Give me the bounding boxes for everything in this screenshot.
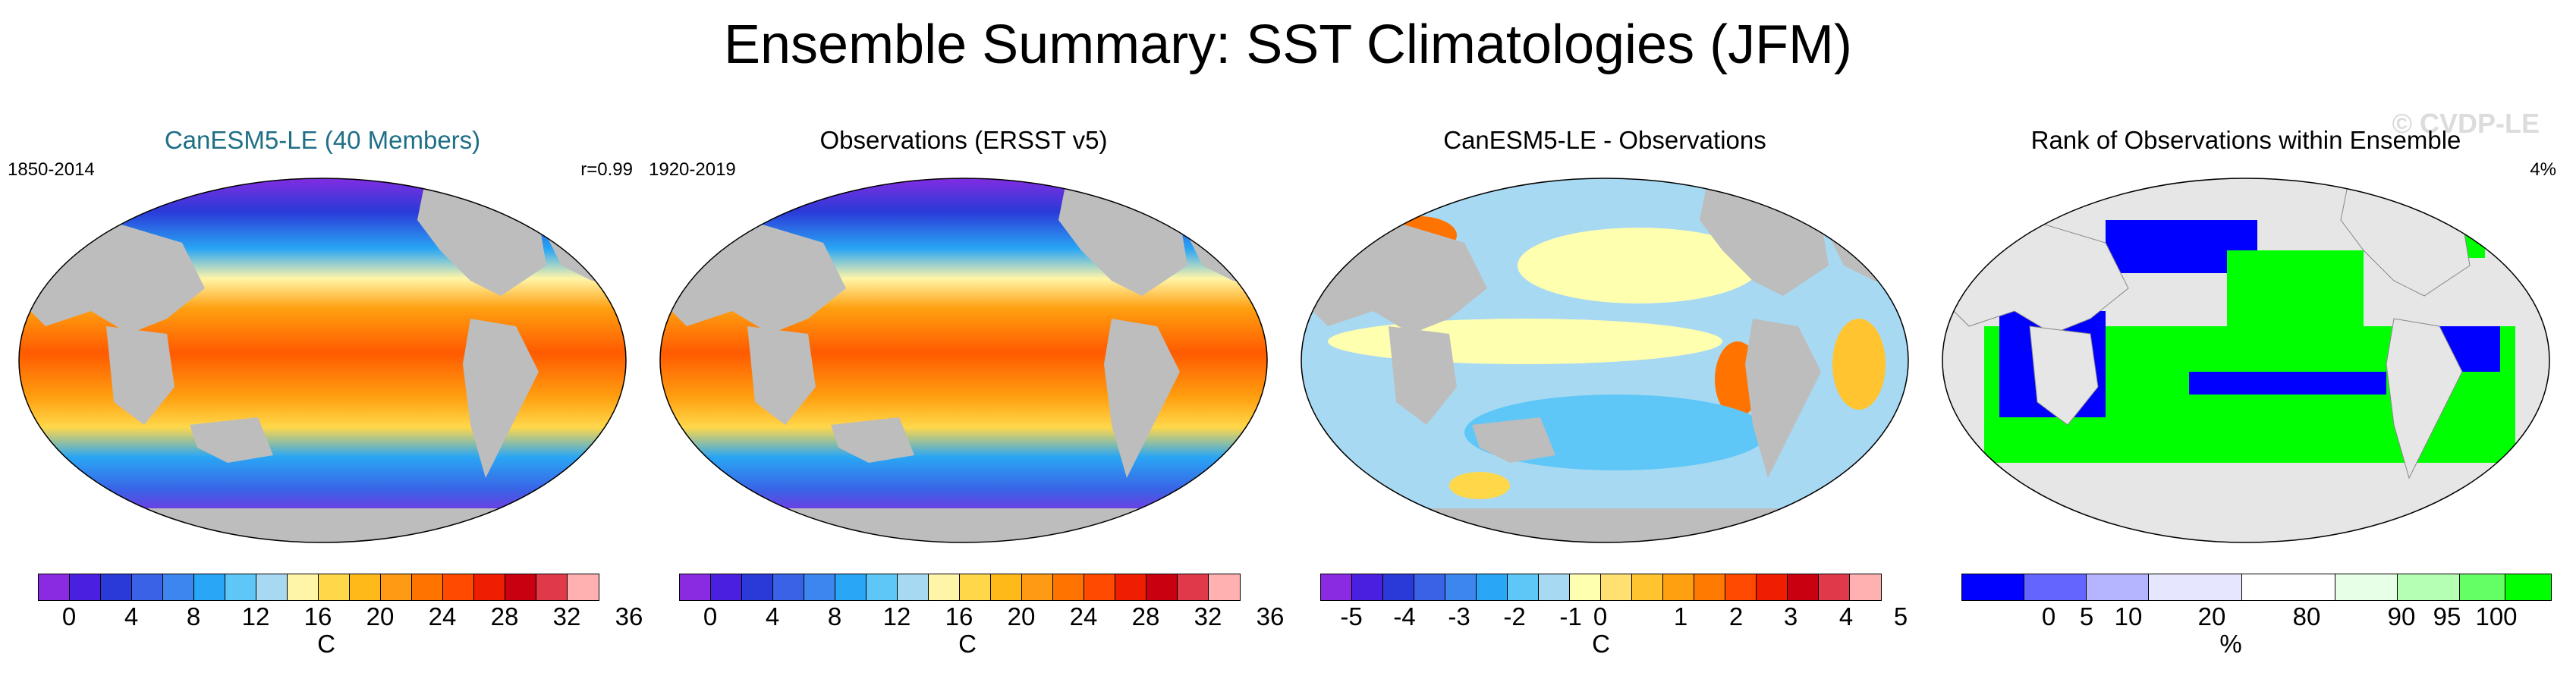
tick-label: 36 <box>1256 602 1285 630</box>
tick-label: 2 <box>1728 602 1744 630</box>
unit-label: C <box>1592 630 1610 658</box>
figure-title: Ensemble Summary: SST Climatologies (JFM… <box>723 14 1853 75</box>
colorbar-ticks: 0 4 8 12 16 20 24 28 32 36 <box>679 602 1286 633</box>
panel-difference: CanESM5-LE - Observations -5 <box>1290 121 1920 658</box>
tick-label: -1 <box>1559 602 1582 630</box>
tick-label: 4 <box>124 602 139 630</box>
tick-label: 80 <box>2292 602 2321 630</box>
tick-label: 28 <box>1131 602 1160 630</box>
colorbar <box>38 574 599 601</box>
panel-rank: Rank of Observations within Ensemble 4% … <box>1931 121 2561 658</box>
sst-map <box>659 178 1268 543</box>
unit-label: % <box>2219 630 2242 658</box>
period-label: 1920-2019 <box>649 159 736 180</box>
watermark: © CVDP-LE <box>2392 108 2540 139</box>
tick-label: -5 <box>1340 602 1363 630</box>
tick-label: 32 <box>552 602 581 630</box>
panel-title: CanESM5-LE (40 Members) <box>164 126 481 154</box>
tick-label: 1 <box>1673 602 1688 630</box>
panel-model-climatology: CanESM5-LE (40 Members) 1850-2014 r=0.99 <box>8 121 643 658</box>
percent-label: 4% <box>2530 159 2556 180</box>
tick-label: 36 <box>615 602 643 630</box>
tick-label: 28 <box>490 602 519 630</box>
tick-label: 8 <box>827 602 842 630</box>
unit-label: C <box>958 630 977 658</box>
tick-label: 10 <box>2114 602 2143 630</box>
tick-label: -2 <box>1503 602 1526 630</box>
tick-label: 0 <box>1593 602 1608 630</box>
panel-title: Observations (ERSST v5) <box>819 126 1108 154</box>
tick-label: -4 <box>1393 602 1416 630</box>
rank-map <box>1942 178 2550 543</box>
tick-label: 12 <box>882 602 911 630</box>
period-label: 1850-2014 <box>8 159 95 180</box>
colorbar-ticks: 0 4 8 12 16 20 24 28 32 36 <box>38 602 645 633</box>
tick-label: 5 <box>2079 602 2094 630</box>
tick-label: 4 <box>765 602 780 630</box>
colorbar-ticks: 0 5 10 20 80 90 95 100 <box>1961 602 2568 633</box>
tick-label: 3 <box>1783 602 1798 630</box>
colorbar <box>1961 574 2552 601</box>
difference-map <box>1301 178 1909 543</box>
tick-label: 90 <box>2387 602 2416 630</box>
tick-label: 12 <box>241 602 270 630</box>
panel-title: Rank of Observations within Ensemble <box>2030 126 2461 154</box>
tick-label: 100 <box>2475 602 2518 630</box>
tick-label: 0 <box>61 602 77 630</box>
tick-label: 5 <box>1893 602 1908 630</box>
colorbar-ticks: -5 -4 -3 -2 -1 0 1 2 3 4 5 <box>1320 602 1927 633</box>
tick-label: 24 <box>428 602 457 630</box>
tick-label: 16 <box>945 602 973 630</box>
colorbar <box>1320 574 1882 601</box>
sst-map <box>18 178 627 543</box>
tick-label: 8 <box>186 602 201 630</box>
tick-label: -3 <box>1448 602 1470 630</box>
tick-label: 4 <box>1838 602 1854 630</box>
colorbar <box>679 574 1241 601</box>
tick-label: 95 <box>2433 602 2461 630</box>
tick-label: 20 <box>2197 602 2226 630</box>
tick-label: 0 <box>2041 602 2056 630</box>
tick-label: 0 <box>703 602 718 630</box>
correlation-label: r=0.99 <box>580 159 633 180</box>
tick-label: 20 <box>366 602 395 630</box>
panel-observed-climatology: Observations (ERSST v5) 1920-2019 0 4 8 … <box>649 121 1284 658</box>
tick-label: 24 <box>1069 602 1098 630</box>
tick-label: 20 <box>1007 602 1036 630</box>
tick-label: 16 <box>304 602 332 630</box>
unit-label: C <box>317 630 335 658</box>
panel-title: CanESM5-LE - Observations <box>1443 126 1766 154</box>
tick-label: 32 <box>1194 602 1222 630</box>
